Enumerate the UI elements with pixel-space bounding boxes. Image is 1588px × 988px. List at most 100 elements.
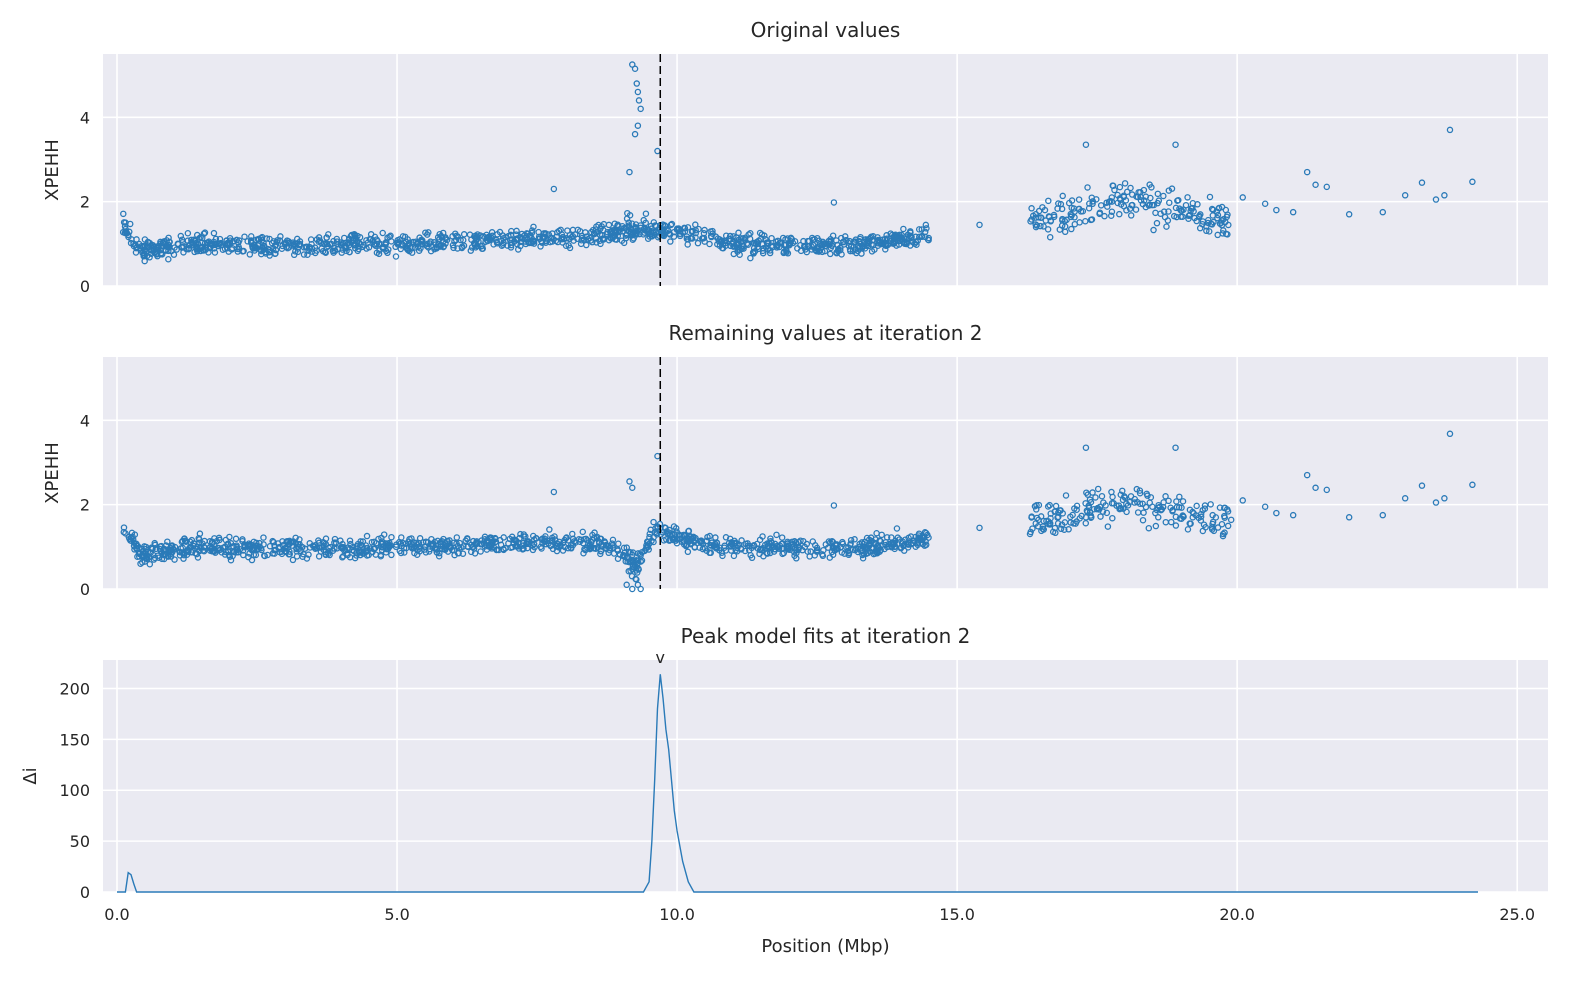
data-point (380, 531, 388, 538)
data-point (422, 549, 430, 556)
data-point (239, 547, 247, 554)
data-point (178, 538, 186, 546)
data-point (1082, 141, 1090, 148)
data-point (463, 535, 471, 543)
data-point (473, 235, 480, 243)
data-point (150, 246, 158, 254)
data-point (382, 540, 389, 547)
data-point (488, 234, 495, 242)
x-tick-label: 25.0 (1499, 905, 1535, 924)
data-point (740, 243, 747, 250)
data-point (513, 236, 521, 243)
data-point (363, 532, 371, 540)
data-point (1312, 181, 1319, 189)
data-point (162, 242, 169, 250)
data-point (1172, 522, 1180, 529)
data-point (1099, 508, 1107, 515)
data-point (668, 220, 676, 228)
data-point (452, 230, 459, 237)
data-point (1047, 218, 1054, 225)
data-point (165, 234, 172, 242)
data-point (194, 554, 202, 561)
data-point (498, 242, 506, 249)
data-point (477, 548, 484, 555)
data-point (462, 537, 469, 545)
data-point (260, 239, 267, 247)
data-point (1162, 493, 1169, 500)
data-point (321, 248, 329, 256)
data-point (425, 548, 433, 555)
data-point (552, 237, 560, 245)
data-point (470, 545, 478, 552)
data-point (494, 231, 501, 238)
data-point (1061, 217, 1069, 225)
data-point (1093, 196, 1100, 203)
data-point (357, 551, 364, 559)
data-point (333, 235, 341, 243)
data-point (1179, 512, 1187, 519)
data-point (845, 551, 852, 559)
data-point (876, 548, 883, 555)
data-point (646, 530, 653, 538)
data-point (1104, 203, 1111, 210)
data-point (684, 224, 692, 231)
data-point (171, 556, 178, 563)
data-point (784, 235, 791, 242)
data-point (1179, 498, 1187, 505)
data-point (416, 535, 424, 542)
data-point (128, 537, 135, 544)
data-point (1085, 504, 1093, 512)
data-point (1224, 522, 1232, 530)
data-point (548, 534, 556, 542)
data-point (199, 540, 206, 547)
data-point (1067, 519, 1074, 526)
data-point (857, 233, 864, 241)
data-point (569, 541, 577, 549)
data-point (1045, 520, 1052, 528)
data-point (1184, 194, 1191, 201)
data-point (704, 533, 711, 541)
data-point (773, 531, 780, 539)
data-point (671, 535, 678, 543)
data-point (211, 540, 218, 548)
data-point (625, 548, 633, 556)
data-point (809, 538, 817, 545)
data-point (735, 229, 742, 237)
data-point (632, 567, 640, 574)
y-tick-label: 2 (80, 496, 90, 515)
data-point (142, 552, 150, 559)
data-point (708, 233, 715, 241)
data-point (564, 227, 571, 234)
data-point (460, 231, 468, 238)
data-point (894, 534, 902, 541)
data-point (1273, 206, 1280, 214)
data-point (347, 232, 355, 240)
data-point (1214, 211, 1222, 219)
data-point (293, 544, 300, 552)
data-point (546, 526, 553, 533)
data-point (216, 536, 223, 544)
y-axis-label: XPEHH (42, 139, 63, 201)
data-point (559, 547, 567, 554)
data-point (382, 549, 390, 556)
data-point (531, 536, 538, 543)
data-point (593, 239, 600, 246)
data-point (168, 549, 176, 556)
data-point (241, 233, 248, 240)
data-point (685, 537, 692, 544)
data-point (375, 535, 382, 543)
data-point (785, 545, 792, 552)
data-point (155, 246, 162, 254)
data-point (566, 244, 574, 252)
data-point (436, 235, 443, 243)
data-point (270, 538, 277, 546)
data-point (456, 544, 463, 551)
data-point (1040, 223, 1047, 230)
data-point (750, 248, 757, 256)
data-point (1047, 514, 1054, 522)
data-point (239, 536, 246, 543)
data-point (838, 549, 846, 556)
data-point (586, 541, 594, 549)
data-point (1044, 226, 1052, 233)
data-point (417, 238, 424, 245)
